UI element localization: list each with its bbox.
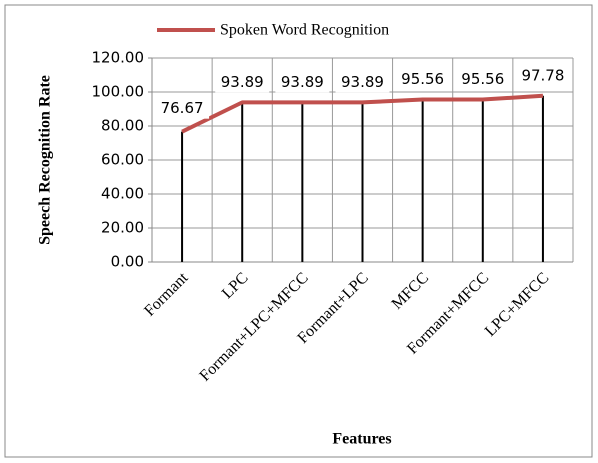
data-label-bg [515, 65, 570, 86]
y-tick-label: 0.00 [111, 253, 144, 271]
y-axis-label: Speech Recognition Rate [37, 75, 54, 245]
data-label: 93.89 [281, 73, 324, 91]
y-tick-label: 40.00 [101, 185, 144, 203]
data-label: 93.89 [341, 73, 384, 91]
data-label-bg [275, 72, 330, 93]
data-label: 95.56 [401, 70, 444, 88]
legend-label: Spoken Word Recognition [220, 22, 389, 39]
data-label: 97.78 [521, 66, 564, 84]
data-label: 76.67 [161, 99, 204, 117]
data-label-bg [335, 72, 390, 93]
y-tick-label: 20.00 [101, 219, 144, 237]
data-label: 93.89 [221, 73, 264, 91]
data-line [181, 93, 544, 134]
data-label: 95.56 [461, 70, 504, 88]
y-tick-label: 60.00 [101, 151, 144, 169]
data-label-bg [455, 69, 510, 90]
data-label-bg [215, 72, 270, 93]
x-axis-label: Features [332, 431, 391, 448]
y-tick-label: 80.00 [101, 117, 144, 135]
data-label-bg [155, 98, 210, 119]
data-label-bg [395, 69, 450, 90]
y-tick-label: 120.00 [92, 49, 145, 67]
y-tick-label: 100.00 [92, 83, 145, 101]
